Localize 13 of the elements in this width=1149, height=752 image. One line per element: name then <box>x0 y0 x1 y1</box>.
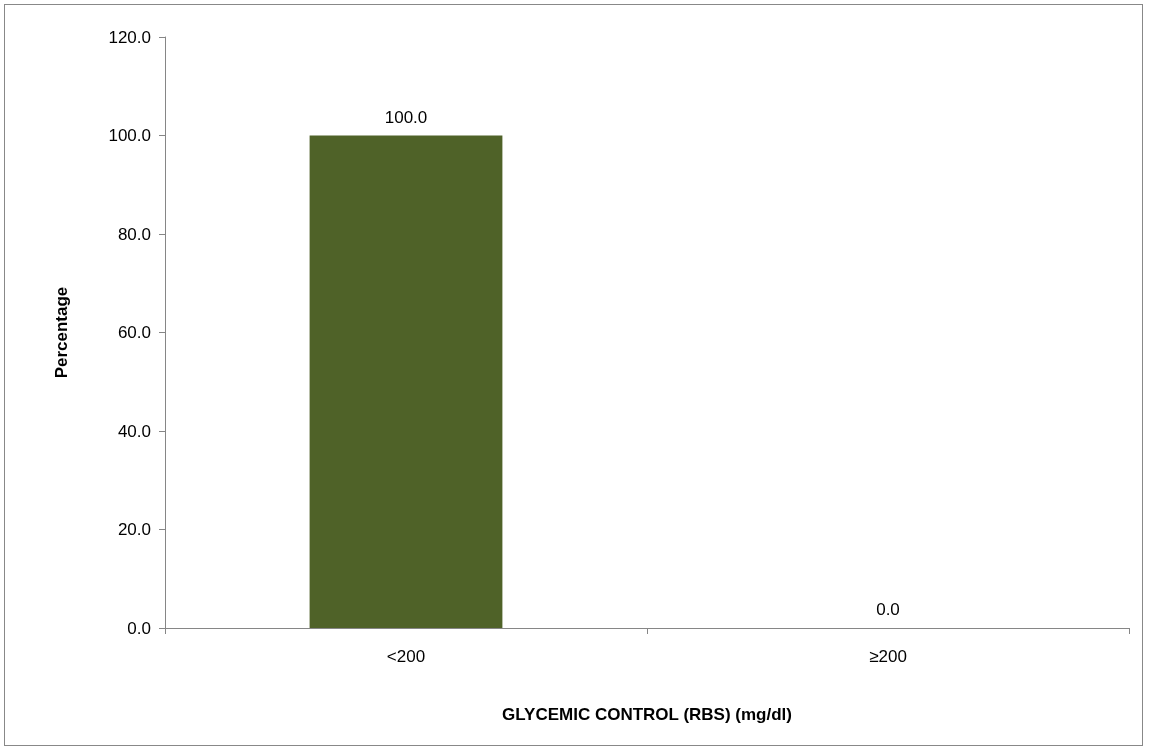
x-axis-title: GLYCEMIC CONTROL (RBS) (mg/dl) <box>502 705 792 724</box>
y-tick-label: 120.0 <box>108 27 151 47</box>
y-tick-label: 20.0 <box>117 520 151 539</box>
y-tick-label: 40.0 <box>117 421 151 441</box>
y-tick-label: 0.0 <box>127 618 151 638</box>
y-axis-title: Percentage <box>52 286 71 379</box>
data-label: 100.0 <box>384 107 428 127</box>
y-tick-label: 100.0 <box>108 126 151 145</box>
x-tick-label: ≥200 <box>869 647 907 666</box>
x-tick-label: <200 <box>386 647 426 666</box>
data-label: 0.0 <box>876 600 900 619</box>
y-tick-label: 60.0 <box>117 323 151 342</box>
y-tick-label: 80.0 <box>117 224 151 244</box>
